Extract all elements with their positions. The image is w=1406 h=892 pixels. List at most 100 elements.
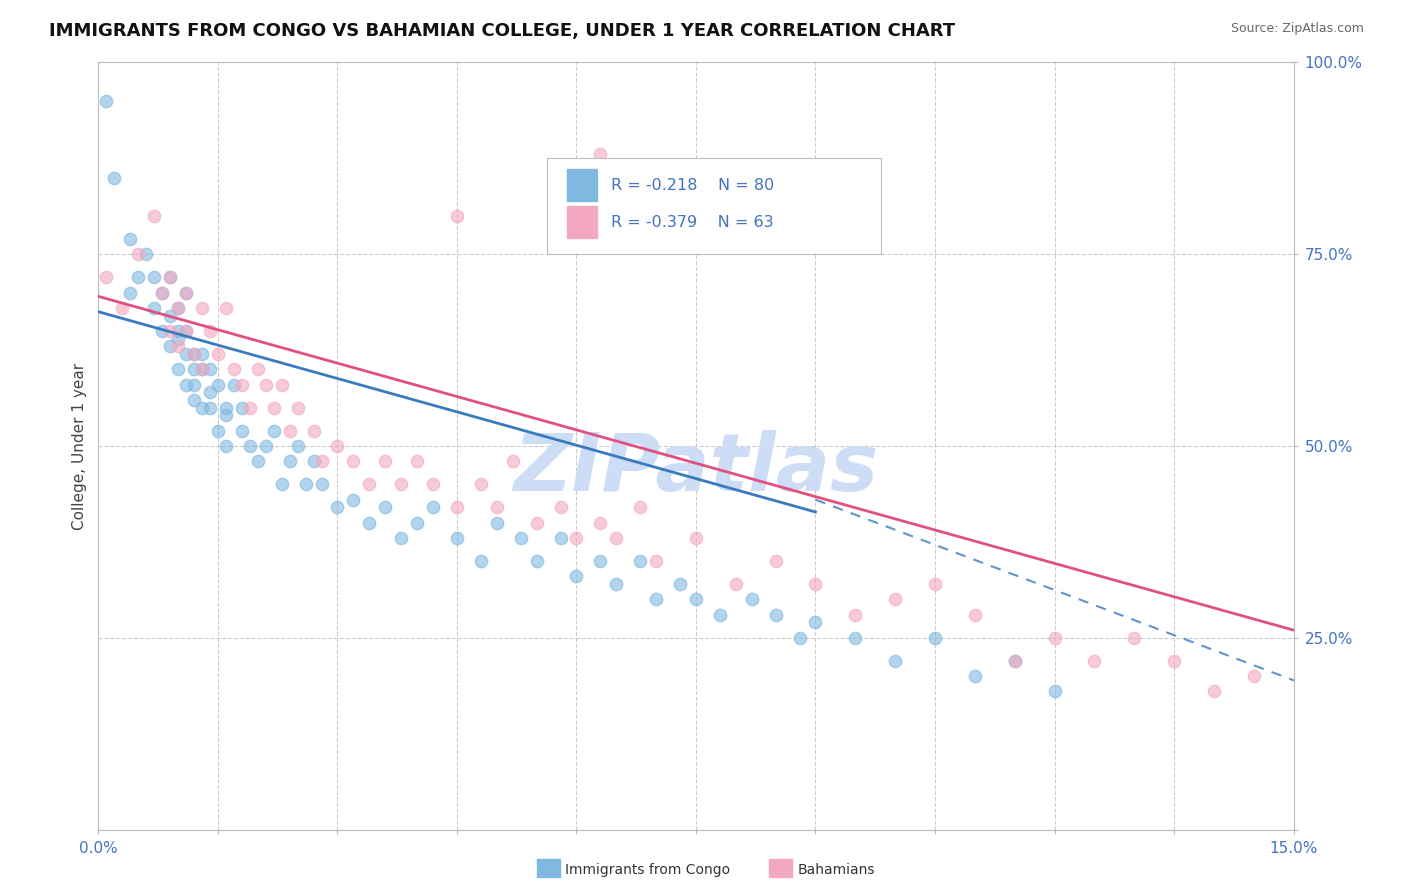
Point xyxy=(389,477,412,491)
Point xyxy=(1043,631,1066,645)
Point xyxy=(485,516,508,530)
Point xyxy=(526,516,548,530)
Point xyxy=(422,500,444,515)
Point xyxy=(1163,654,1185,668)
Point xyxy=(765,607,787,622)
Point xyxy=(550,500,572,515)
Point xyxy=(215,401,238,415)
Point xyxy=(359,477,381,491)
Point xyxy=(246,362,269,376)
Point xyxy=(159,309,181,323)
FancyBboxPatch shape xyxy=(547,158,882,254)
Point xyxy=(198,362,221,376)
Point xyxy=(167,339,190,353)
Text: Bahamians: Bahamians xyxy=(797,863,875,877)
Point xyxy=(239,401,262,415)
Point xyxy=(389,531,412,545)
Text: R = -0.379    N = 63: R = -0.379 N = 63 xyxy=(612,214,773,229)
Point xyxy=(183,347,205,361)
Point xyxy=(565,531,588,545)
Point xyxy=(167,301,190,315)
Point xyxy=(924,631,946,645)
Bar xyxy=(567,169,596,202)
Point xyxy=(96,270,118,285)
Point xyxy=(326,500,349,515)
Point xyxy=(924,577,946,591)
Point xyxy=(844,607,866,622)
Point xyxy=(884,592,907,607)
Point xyxy=(120,232,142,246)
Point xyxy=(231,424,253,438)
Point xyxy=(302,454,325,468)
Point xyxy=(628,500,651,515)
Point xyxy=(884,654,907,668)
Point xyxy=(143,209,166,223)
Point xyxy=(605,531,627,545)
Point xyxy=(174,324,197,338)
Point xyxy=(222,362,245,376)
Point xyxy=(1202,684,1225,698)
Point xyxy=(191,362,214,376)
Point xyxy=(302,424,325,438)
Y-axis label: College, Under 1 year: College, Under 1 year xyxy=(72,362,87,530)
Point xyxy=(231,401,253,415)
Point xyxy=(167,332,190,346)
Point xyxy=(96,94,118,108)
Point xyxy=(167,324,190,338)
Point xyxy=(1043,684,1066,698)
Point xyxy=(342,454,364,468)
Point xyxy=(342,492,364,507)
Bar xyxy=(567,206,596,238)
Point xyxy=(263,401,285,415)
Point xyxy=(263,424,285,438)
Point xyxy=(239,439,262,453)
Point xyxy=(485,500,508,515)
Point xyxy=(359,516,381,530)
Point xyxy=(127,270,149,285)
Point xyxy=(374,500,396,515)
Point xyxy=(685,531,707,545)
Text: Immigrants from Congo: Immigrants from Congo xyxy=(565,863,730,877)
Point xyxy=(765,554,787,568)
Point xyxy=(103,170,125,185)
Point xyxy=(191,301,214,315)
Point xyxy=(669,577,692,591)
Point xyxy=(183,347,205,361)
Point xyxy=(1004,654,1026,668)
Point xyxy=(231,377,253,392)
Point xyxy=(446,500,468,515)
Point xyxy=(287,401,309,415)
Point xyxy=(207,347,229,361)
Point xyxy=(174,285,197,300)
Point xyxy=(207,424,229,438)
Point xyxy=(509,531,531,545)
Point xyxy=(724,577,747,591)
Point xyxy=(741,592,763,607)
Point xyxy=(215,439,238,453)
Point xyxy=(150,285,173,300)
Point xyxy=(198,385,221,400)
Point xyxy=(1004,654,1026,668)
Point xyxy=(963,669,986,683)
Point xyxy=(287,439,309,453)
Point xyxy=(374,454,396,468)
Point xyxy=(605,577,627,591)
Point xyxy=(120,285,142,300)
Point xyxy=(159,270,181,285)
Point xyxy=(645,554,668,568)
Point xyxy=(422,477,444,491)
Point xyxy=(326,439,349,453)
Point xyxy=(174,347,197,361)
Point xyxy=(215,409,238,423)
Point xyxy=(254,439,277,453)
Point xyxy=(550,531,572,545)
Point xyxy=(174,377,197,392)
Point xyxy=(709,607,731,622)
Point xyxy=(150,324,173,338)
Point xyxy=(174,285,197,300)
Point xyxy=(963,607,986,622)
Point xyxy=(183,377,205,392)
Point xyxy=(159,270,181,285)
Point xyxy=(143,301,166,315)
Point xyxy=(191,347,214,361)
